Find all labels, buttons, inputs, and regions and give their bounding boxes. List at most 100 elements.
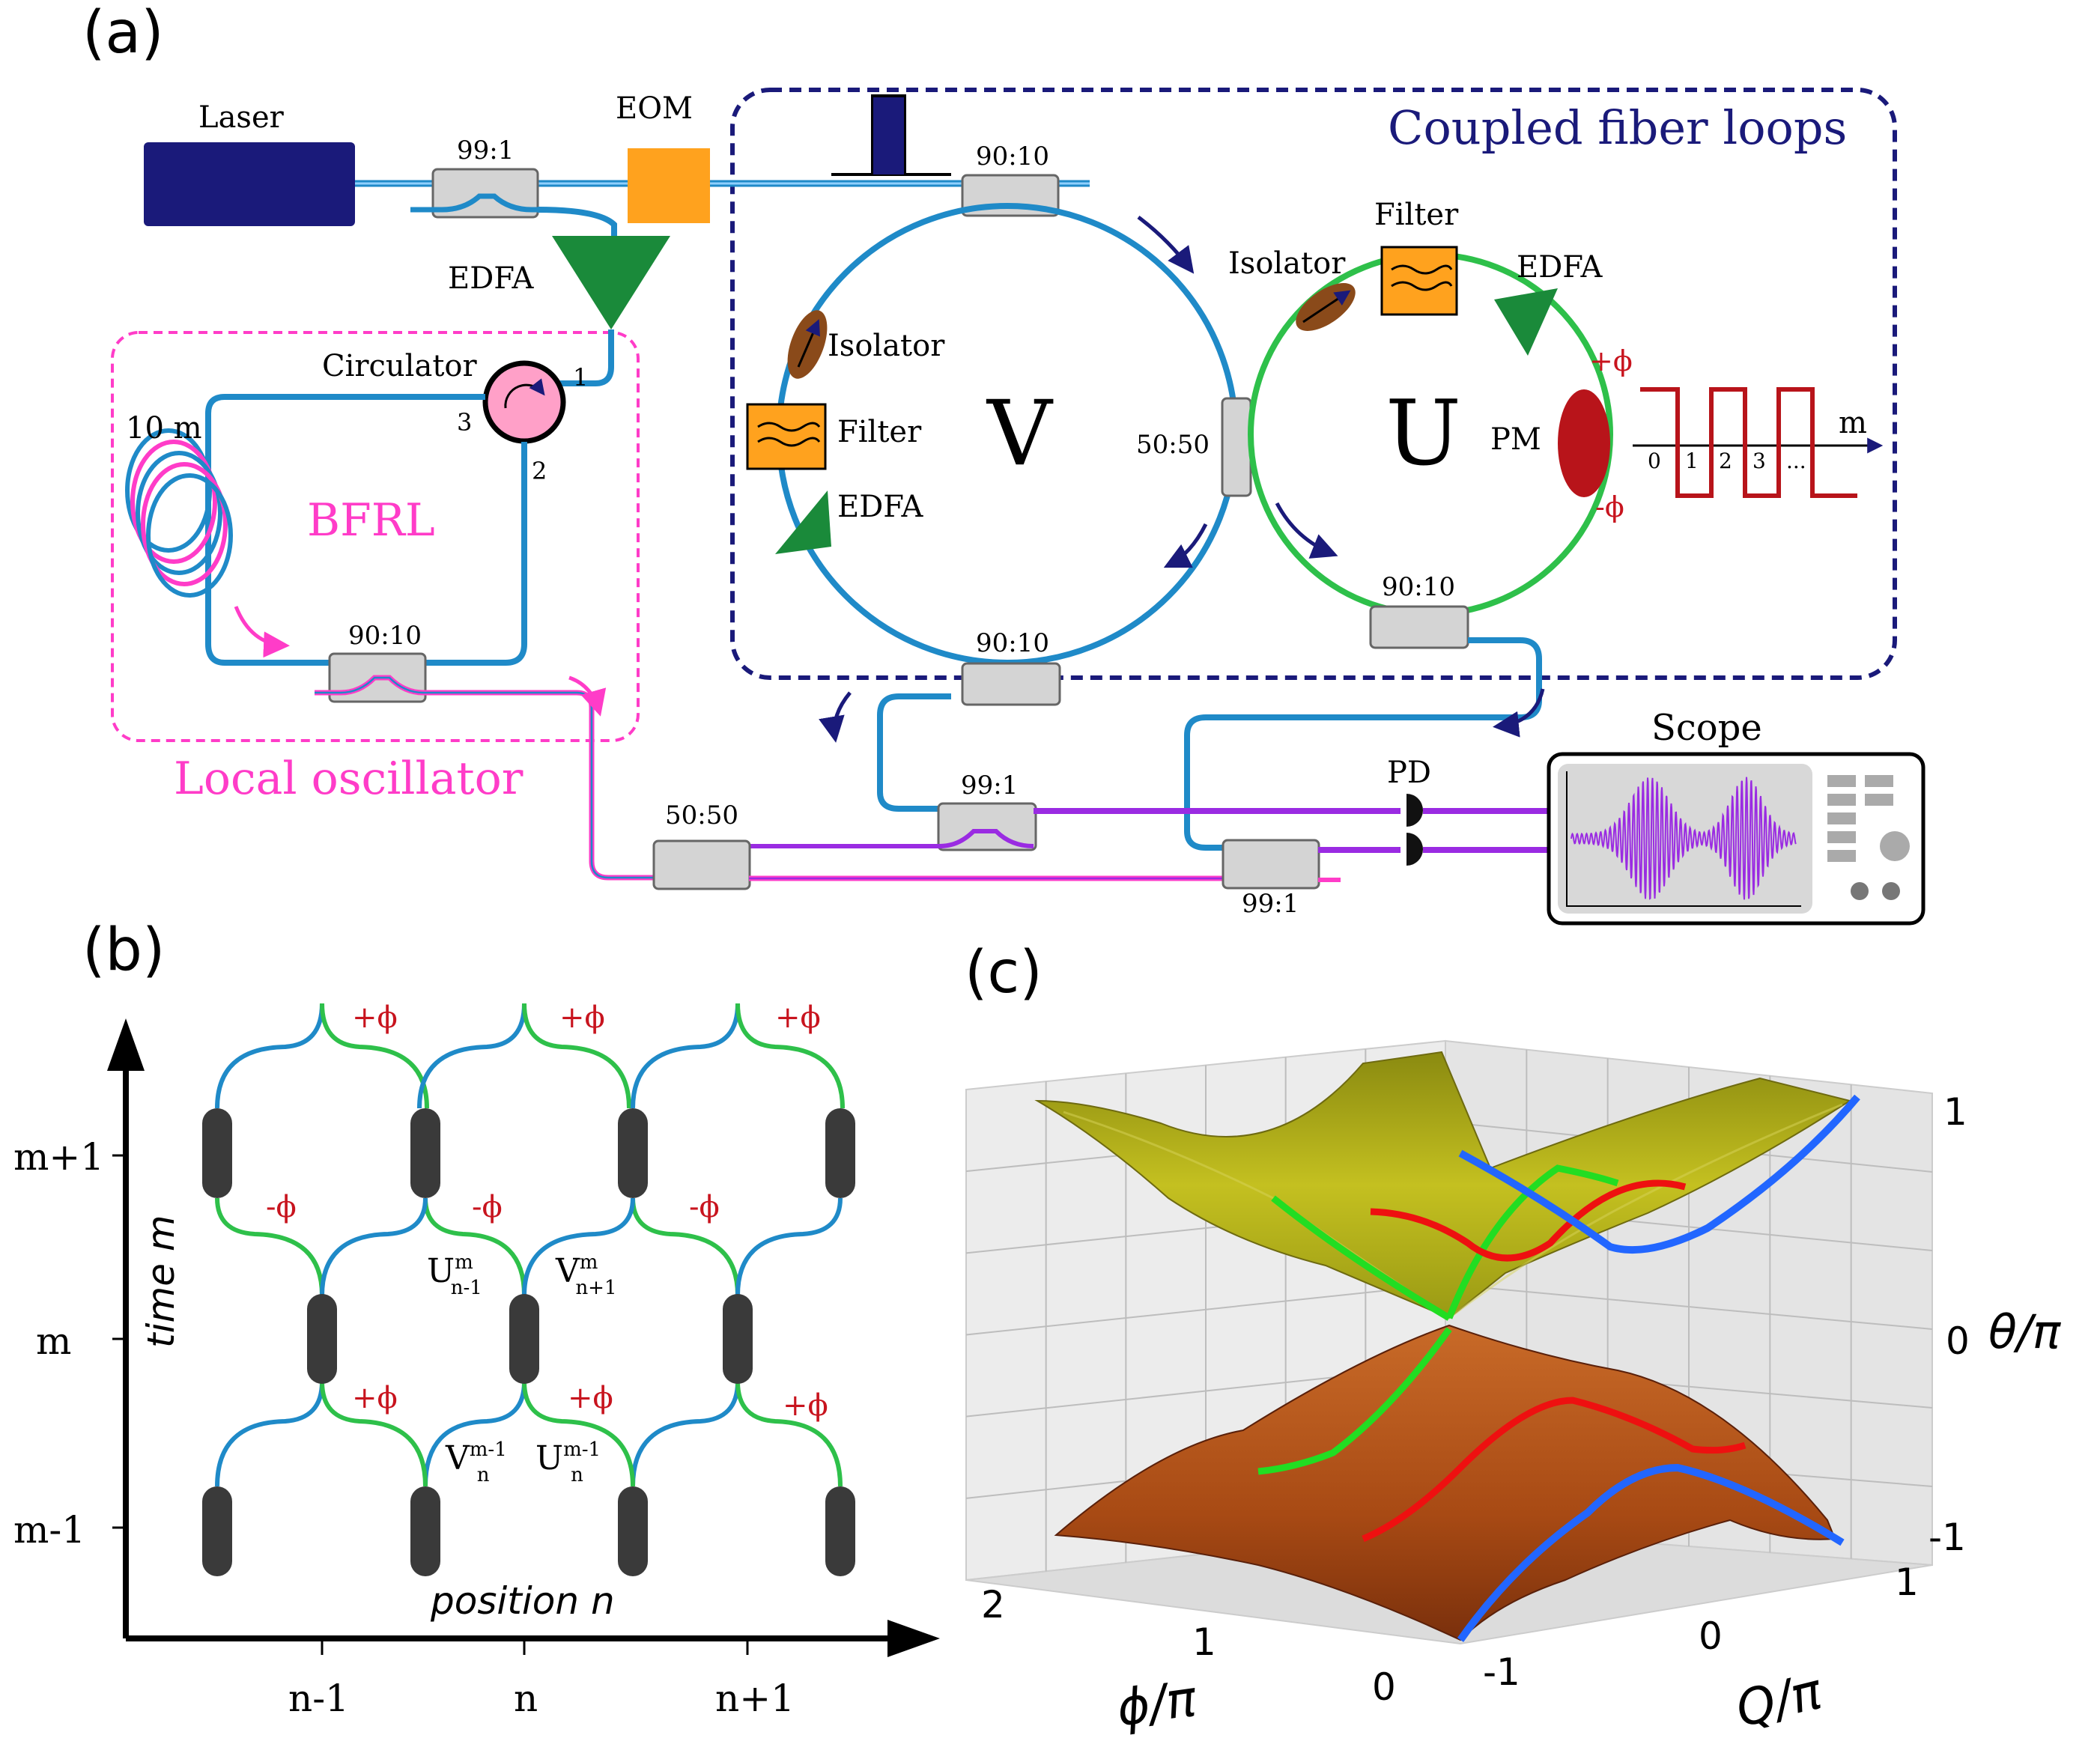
port-3: 3 [457, 408, 472, 437]
coupler-50-50-mid [1221, 397, 1252, 497]
filter-v-icon [746, 403, 827, 470]
position-axis-label: position n [430, 1579, 615, 1623]
trace-red-lower [1362, 1397, 1747, 1543]
local-osc-label: Local oscillator [174, 753, 524, 805]
phase-plus-6: +ϕ [783, 1388, 828, 1423]
m-tick-dots: ... [1786, 449, 1806, 473]
panel-a-label: (a) [82, 0, 164, 67]
pm-plus-phi: +ϕ [1589, 344, 1633, 377]
bfrl-label: BFRL [307, 494, 435, 547]
edfa-u-label: EDFA [1517, 250, 1603, 285]
phase-plus-2: +ϕ [559, 1000, 605, 1035]
phi-tick-1: 1 [1192, 1620, 1216, 1664]
filter-v-label: Filter [837, 415, 922, 449]
amp-u-lower: Um-1 n [535, 1439, 601, 1486]
m-tick-2: 2 [1719, 449, 1732, 473]
pd-icon-bottom [1406, 833, 1423, 866]
link-lower-blue [631, 1381, 740, 1487]
link-upper-green [522, 1003, 631, 1109]
m-tick-3: 3 [1752, 449, 1766, 473]
panel-c-label: (c) [965, 939, 1043, 1006]
z-tick-minus-1: -1 [1928, 1516, 1966, 1559]
link-mid-green [423, 1197, 526, 1296]
m-tick-0: 0 [1648, 449, 1661, 473]
q-tick-minus-1: -1 [1483, 1650, 1520, 1694]
lattice-node-lower [202, 1486, 232, 1576]
lattice-network [202, 1003, 855, 1576]
coupler-90-10-u [1369, 605, 1469, 649]
coupler-99-1-bottom-label: 99:1 [1242, 889, 1299, 919]
panel-b-label: (b) [82, 917, 165, 984]
loop-v-label: V [986, 382, 1054, 486]
amp-v-upper: Vm n+1 [555, 1251, 617, 1299]
link-mid-blue [522, 1197, 635, 1296]
amp-v-lower: Vm-1 n [445, 1439, 507, 1486]
coupler-99-1-bottom [1222, 839, 1320, 890]
fiber-10m-label: 10 m [126, 411, 202, 446]
lattice-node-middle [509, 1294, 539, 1384]
m-tick-1: 1 [1685, 449, 1699, 473]
coupler-50-50-bottom-label: 50:50 [665, 800, 738, 830]
lattice-node-lower [618, 1486, 648, 1576]
loop-u-label: U [1386, 382, 1461, 486]
coupler-90-10-v-label: 90:10 [976, 628, 1049, 658]
time-axis-label: time m [139, 1215, 183, 1348]
coupler-90-10-v [961, 662, 1061, 706]
x-tick-n: n [514, 1677, 538, 1720]
phase-minus-1: -ϕ [266, 1190, 297, 1224]
phi-tick-2: 2 [981, 1583, 1005, 1626]
panel-b: (b) time m position n m+1 m m-1 n-1 n n+… [13, 917, 940, 1720]
eom-label: EOM [616, 91, 693, 126]
laser-label: Laser [198, 100, 285, 135]
phase-plus-4: +ϕ [352, 1381, 398, 1415]
amp-u-upper: Um n-1 [427, 1251, 482, 1299]
scope-device: Scope [1547, 707, 1925, 926]
z-tick-1: 1 [1943, 1090, 1967, 1134]
panel-c: (c) θ/π 1 0 -1 ϕ/π 2 1 0 Q/π -1 0 1 [965, 939, 2062, 1739]
coupler-90-10-u-label: 90:10 [1382, 572, 1455, 602]
trace-red-upper [1370, 1179, 1687, 1262]
edfa-main-icon [552, 236, 670, 329]
y-tick-m-plus-1: m+1 [13, 1135, 104, 1179]
coupler-99-1-top-label: 99:1 [457, 136, 514, 165]
link-lower-green [522, 1381, 635, 1487]
edfa-v-icon [775, 490, 831, 554]
z-tick-0: 0 [1946, 1319, 1970, 1363]
phase-plus-1: +ϕ [352, 1000, 398, 1035]
link-mid-blue [735, 1197, 843, 1296]
fiber-coil-icon [125, 428, 233, 598]
pm-label: PM [1490, 422, 1541, 457]
port-1: 1 [573, 363, 588, 392]
q-tick-1: 1 [1895, 1561, 1919, 1604]
link-upper-blue [631, 1003, 740, 1109]
coupler-99-1-mid-label: 99:1 [961, 771, 1018, 800]
coupler-50-50-mid-label: 50:50 [1136, 430, 1210, 460]
coupler-90-10-top-label: 90:10 [976, 142, 1049, 171]
edfa-main-label: EDFA [448, 261, 535, 296]
pm-minus-phi: -ϕ [1595, 490, 1624, 523]
filter-u-icon [1380, 246, 1458, 316]
phase-minus-2: -ϕ [472, 1190, 503, 1224]
link-upper-blue [215, 1003, 324, 1109]
pm-icon [1558, 389, 1610, 497]
circulator-icon [482, 360, 566, 444]
phase-plus-3: +ϕ [775, 1000, 821, 1035]
trace-green-upper [1271, 1164, 1619, 1321]
lattice-node-lower [410, 1486, 440, 1576]
pd-label: PD [1387, 756, 1431, 790]
fiber-edfa-circulator [558, 329, 614, 386]
edfa-v-label: EDFA [837, 490, 924, 524]
phi-tick-0: 0 [1372, 1665, 1396, 1709]
lattice-node-upper [410, 1108, 440, 1198]
isolator-u-label: Isolator [1228, 246, 1346, 281]
lattice-node-upper [202, 1108, 232, 1198]
local-osc-box [111, 331, 640, 742]
trace-blue-lower [1457, 1463, 1845, 1642]
link-mid-green [215, 1197, 324, 1296]
filter-u-label: Filter [1374, 198, 1459, 232]
trace-blue-upper [1458, 1094, 1860, 1254]
pd-icon-top [1406, 794, 1423, 827]
laser-box [144, 142, 355, 226]
coupler-90-10-lo-label: 90:10 [348, 621, 422, 651]
y-tick-m-minus-1: m-1 [13, 1508, 85, 1552]
